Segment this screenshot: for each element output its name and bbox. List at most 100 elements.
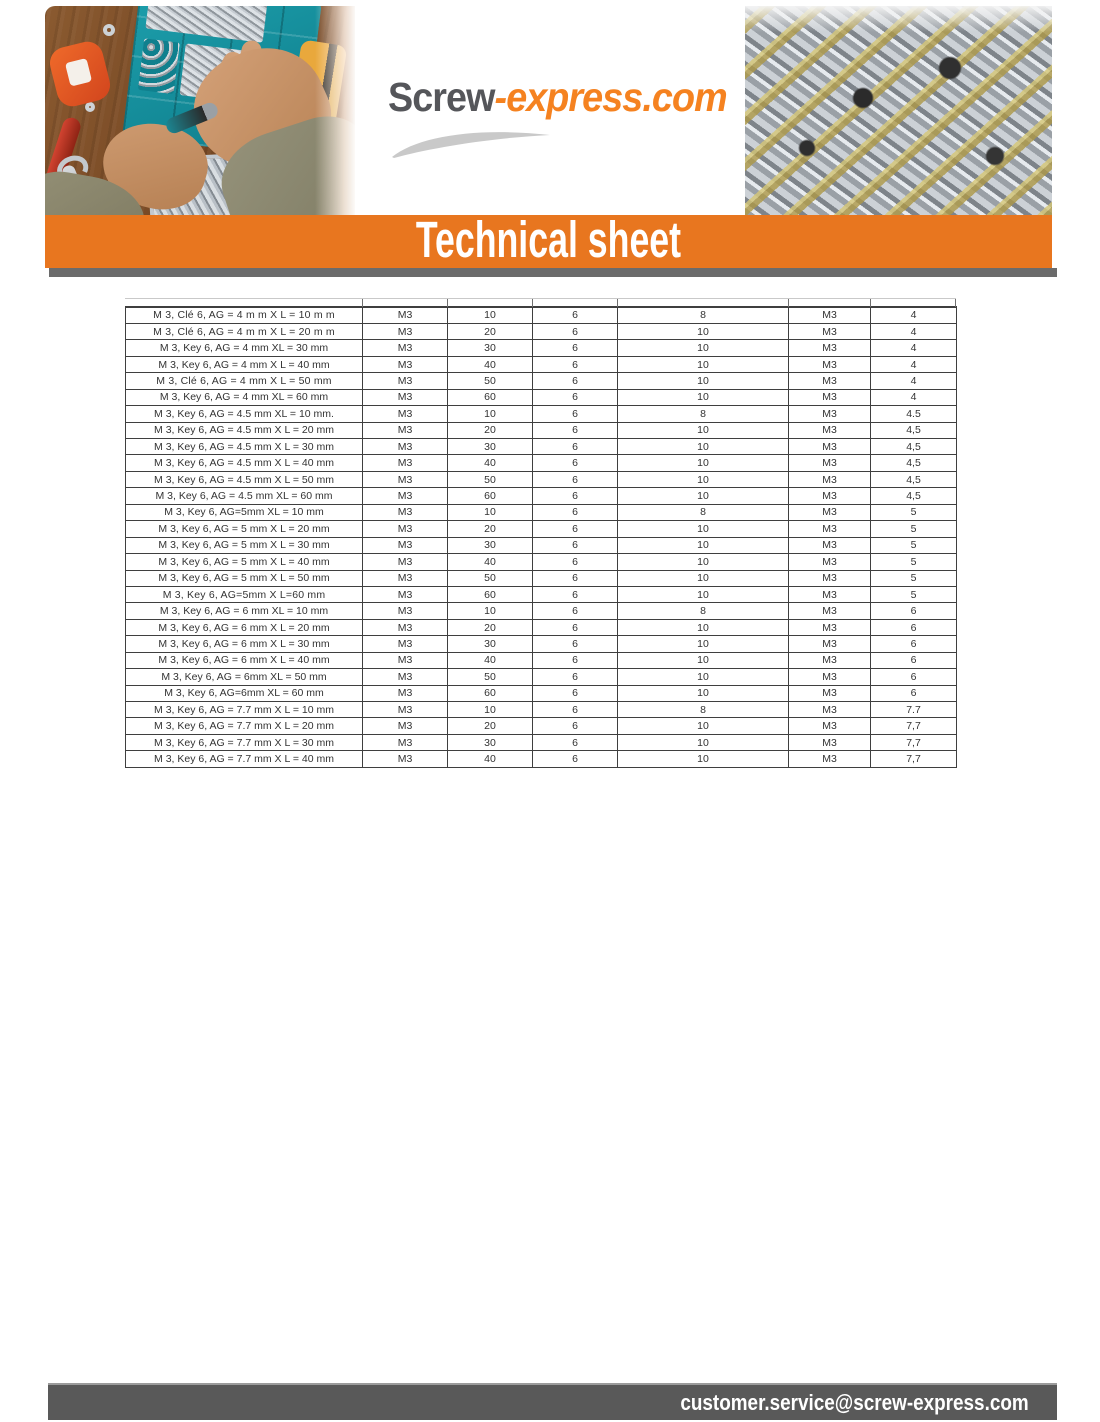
cell-thread-2: M3	[788, 339, 871, 357]
cell-key-size: 6	[532, 454, 618, 472]
cell-diameter: 5	[870, 585, 957, 604]
table-row: M 3, Clé 6, AG = 4 mm X L = 50 mm M3 50 6 10…	[125, 372, 957, 390]
cell-thread: M3	[362, 437, 448, 456]
cell-thread-2: M3	[788, 306, 871, 324]
cell-thread: M3	[362, 536, 448, 555]
cell-diameter: 6	[870, 668, 957, 686]
cell-description: M 3, Clé 6, AG = 4 mm X L = 50 mm	[125, 372, 363, 390]
customer-service-email: customer.service@screw-express.com	[680, 1389, 1029, 1415]
table-row: M 3, Key 6, AG = 6 mm X L = 30 mm M3 30 6 10…	[125, 635, 957, 653]
cell-head-size: 10	[617, 421, 789, 440]
cell-length-mm: 30	[447, 536, 533, 555]
spec-table: M 3, Clé 6, AG = 4 m m X L = 10 m m M3 10 6…	[125, 306, 957, 768]
cell-thread-2: M3	[788, 405, 871, 423]
table-row: M 3, Key 6, AG = 7.7 mm X L = 10 mm M3 10 6…	[125, 700, 957, 719]
cell-description: M 3, Key 6, AG = 5 mm X L = 30 mm	[125, 536, 363, 555]
cell-length-mm: 40	[447, 553, 533, 571]
logo-swoosh-icon	[392, 132, 550, 158]
table-row: M 3, Clé 6, AG = 4 m m X L = 10 m m M3 10 6…	[125, 306, 957, 324]
cell-description: M 3, Key 6, AG = 6 mm XL = 10 mm	[125, 602, 363, 620]
cell-diameter: 4.5	[870, 405, 957, 423]
cell-diameter: 4	[870, 372, 957, 390]
cell-key-size: 6	[532, 339, 618, 357]
cell-key-size: 6	[532, 684, 618, 703]
cell-thread-2: M3	[788, 454, 871, 472]
cell-description: M 3, Key 6, AG = 4 mm X L = 40 mm	[125, 355, 363, 374]
table-row: M 3, Key 6, AG = 7.7 mm X L = 20 mm M3 20 6…	[125, 717, 957, 735]
cell-description: M 3, Key 6, AG = 7.7 mm X L = 40 mm	[125, 750, 363, 768]
cell-length-mm: 30	[447, 635, 533, 653]
cell-description: M 3, Key 6, AG = 6 mm X L = 20 mm	[125, 618, 363, 637]
cell-thread: M3	[362, 668, 448, 686]
cell-thread: M3	[362, 322, 448, 341]
cell-thread: M3	[362, 339, 448, 357]
cell-length-mm: 40	[447, 454, 533, 472]
cell-description: M 3, Key 6, AG=5mm X L=60 mm	[125, 585, 363, 604]
cell-thread-2: M3	[788, 421, 871, 440]
cell-thread: M3	[362, 585, 448, 604]
cell-thread: M3	[362, 618, 448, 637]
cell-thread-2: M3	[788, 503, 871, 522]
screws-compartment	[145, 6, 268, 43]
cell-description: M 3, Key 6, AG = 6 mm X L = 40 mm	[125, 651, 363, 670]
cell-head-size: 8	[617, 700, 789, 719]
cell-thread-2: M3	[788, 388, 871, 407]
cell-length-mm: 50	[447, 470, 533, 489]
spec-table-container: M 3, Clé 6, AG = 4 m m X L = 10 m m M3 10 6…	[125, 298, 957, 768]
cell-key-size: 6	[532, 618, 618, 637]
logo-text-prefix: Screw	[388, 74, 495, 120]
table-row: M 3, Key 6, AG = 5 mm X L = 20 mm M3 20 6 10…	[125, 520, 957, 538]
cell-diameter: 6	[870, 602, 957, 620]
cell-thread-2: M3	[788, 602, 871, 620]
cell-thread-2: M3	[788, 750, 871, 768]
cell-head-size: 10	[617, 717, 789, 735]
cell-diameter: 5	[870, 553, 957, 571]
cell-head-size: 10	[617, 733, 789, 752]
cell-thread: M3	[362, 388, 448, 407]
cell-diameter: 4,5	[870, 437, 957, 456]
cell-description: M 3, Key 6, AG = 6mm XL = 50 mm	[125, 668, 363, 686]
cell-length-mm: 60	[447, 684, 533, 703]
cell-head-size: 10	[617, 372, 789, 390]
cell-thread-2: M3	[788, 437, 871, 456]
cell-thread-2: M3	[788, 733, 871, 752]
cell-description: M 3, Key 6, AG = 5 mm X L = 20 mm	[125, 520, 363, 538]
cell-key-size: 6	[532, 322, 618, 341]
cell-diameter: 6	[870, 651, 957, 670]
cell-length-mm: 10	[447, 306, 533, 324]
cell-length-mm: 20	[447, 717, 533, 735]
cell-description: M 3, Key 6, AG = 4.5 mm XL = 10 mm.	[125, 405, 363, 423]
table-row: M 3, Key 6, AG=5mm X L=60 mm M3 60 6 10 M3 5	[125, 585, 957, 604]
pile-of-screws-photo	[745, 6, 1052, 215]
cell-head-size: 10	[617, 651, 789, 670]
cell-head-size: 10	[617, 388, 789, 407]
cell-description: M 3, Key 6, AG=5mm XL = 10 mm	[125, 503, 363, 522]
cell-thread: M3	[362, 602, 448, 620]
cell-thread: M3	[362, 421, 448, 440]
cell-key-size: 6	[532, 651, 618, 670]
cell-head-size: 10	[617, 536, 789, 555]
cell-thread: M3	[362, 750, 448, 768]
table-row: M 3, Key 6, AG = 4 mm XL = 60 mm M3 60 6 10 M…	[125, 388, 957, 407]
cell-head-size: 10	[617, 684, 789, 703]
cell-description: M 3, Key 6, AG = 5 mm X L = 50 mm	[125, 569, 363, 587]
cell-key-size: 6	[532, 372, 618, 390]
cell-key-size: 6	[532, 750, 618, 768]
cell-length-mm: 60	[447, 585, 533, 604]
cell-length-mm: 40	[447, 355, 533, 374]
cell-length-mm: 20	[447, 618, 533, 637]
cell-key-size: 6	[532, 421, 618, 440]
logo-text-suffix: -express.com	[494, 74, 728, 120]
cell-length-mm: 40	[447, 750, 533, 768]
cell-diameter: 4,5	[870, 470, 957, 489]
cell-thread: M3	[362, 306, 448, 324]
cell-thread: M3	[362, 684, 448, 703]
cell-length-mm: 20	[447, 322, 533, 341]
cell-length-mm: 20	[447, 421, 533, 440]
cell-diameter: 4	[870, 355, 957, 374]
cell-length-mm: 50	[447, 372, 533, 390]
cell-head-size: 10	[617, 322, 789, 341]
cell-length-mm: 50	[447, 668, 533, 686]
cell-thread: M3	[362, 355, 448, 374]
